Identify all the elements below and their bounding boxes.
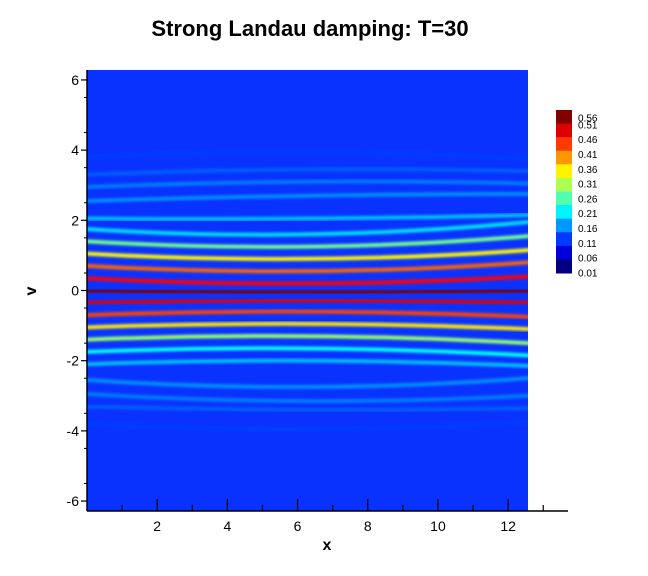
y-tick-label: 4 bbox=[71, 142, 79, 158]
x-tick-label: 10 bbox=[430, 518, 446, 534]
colorbar-swatch bbox=[556, 191, 572, 206]
y-tick-label: 0 bbox=[71, 283, 79, 299]
y-tick-label: 2 bbox=[71, 212, 79, 228]
colorbar-label: 0.36 bbox=[578, 165, 598, 176]
x-tick-label: 8 bbox=[364, 518, 372, 534]
x-tick-label: 6 bbox=[294, 518, 302, 534]
x-axis-label: x bbox=[323, 537, 332, 554]
colorbar-swatch bbox=[556, 218, 572, 233]
y-tick-label: -6 bbox=[67, 493, 80, 509]
colorbar-swatch bbox=[556, 177, 572, 192]
colorbar-label: 0.26 bbox=[578, 194, 598, 205]
colorbar-swatch bbox=[556, 137, 572, 152]
colorbar-swatch bbox=[556, 110, 572, 125]
colorbar-swatch bbox=[556, 259, 572, 274]
filament-band bbox=[87, 234, 528, 249]
filament-band bbox=[87, 220, 528, 237]
filament-band bbox=[87, 309, 528, 319]
colorbar-label: 0.01 bbox=[578, 269, 598, 280]
colorbar-swatch bbox=[556, 245, 572, 260]
filament-band bbox=[87, 392, 528, 404]
filament-band bbox=[87, 358, 528, 368]
y-tick-label: 6 bbox=[71, 72, 79, 88]
colorbar-label: 0.16 bbox=[578, 224, 598, 235]
axes: -6 -4 -2 0 2 4 6 2 4 6 8 10 12 bbox=[67, 70, 568, 534]
colorbar-label: 0.46 bbox=[578, 135, 598, 146]
colorbar-label: 0.31 bbox=[578, 180, 598, 191]
filament-band bbox=[87, 213, 528, 221]
filament-band bbox=[87, 260, 528, 274]
colorbar-label: 0.21 bbox=[578, 209, 598, 220]
colorbar-swatch bbox=[556, 150, 572, 165]
filament-band bbox=[87, 298, 528, 305]
x-tick-label: 12 bbox=[500, 518, 516, 534]
filament-band bbox=[87, 167, 528, 177]
filament-band bbox=[87, 333, 528, 346]
colorbar: 0.01 0.06 0.11 0.16 0.21 0.26 0.31 0.36 0.41 0.46… bbox=[556, 110, 598, 280]
filament-layer bbox=[87, 149, 528, 432]
filament-band bbox=[87, 420, 528, 432]
filament-band bbox=[87, 404, 528, 412]
colorbar-label: 0.51 bbox=[578, 120, 598, 131]
colorbar-label: 0.11 bbox=[578, 239, 597, 250]
filament-band bbox=[87, 376, 528, 390]
colorbar-label: 0.06 bbox=[578, 254, 598, 265]
colorbar-label: 0.56 bbox=[578, 114, 598, 125]
filament-band bbox=[87, 191, 528, 204]
colorbar-swatch bbox=[556, 164, 572, 179]
filament-band bbox=[87, 321, 528, 332]
y-tick-label: -2 bbox=[67, 353, 80, 369]
filament-band bbox=[87, 179, 528, 189]
filament-band bbox=[87, 274, 528, 286]
y-tick-label: -4 bbox=[67, 423, 80, 439]
chart-title: Strong Landau damping: T=30 bbox=[151, 16, 468, 41]
x-tick-label: 4 bbox=[223, 518, 231, 534]
colorbar-swatch bbox=[556, 232, 572, 247]
filament-band bbox=[87, 346, 528, 358]
y-axis-label: v bbox=[23, 286, 40, 295]
filament-band bbox=[87, 248, 528, 262]
colorbar-swatch bbox=[556, 205, 572, 220]
x-tick-label: 2 bbox=[153, 518, 161, 534]
colorbar-swatch bbox=[556, 123, 572, 138]
colorbar-label: 0.41 bbox=[578, 150, 598, 161]
filament-band bbox=[87, 288, 528, 295]
filament-band bbox=[87, 149, 528, 161]
